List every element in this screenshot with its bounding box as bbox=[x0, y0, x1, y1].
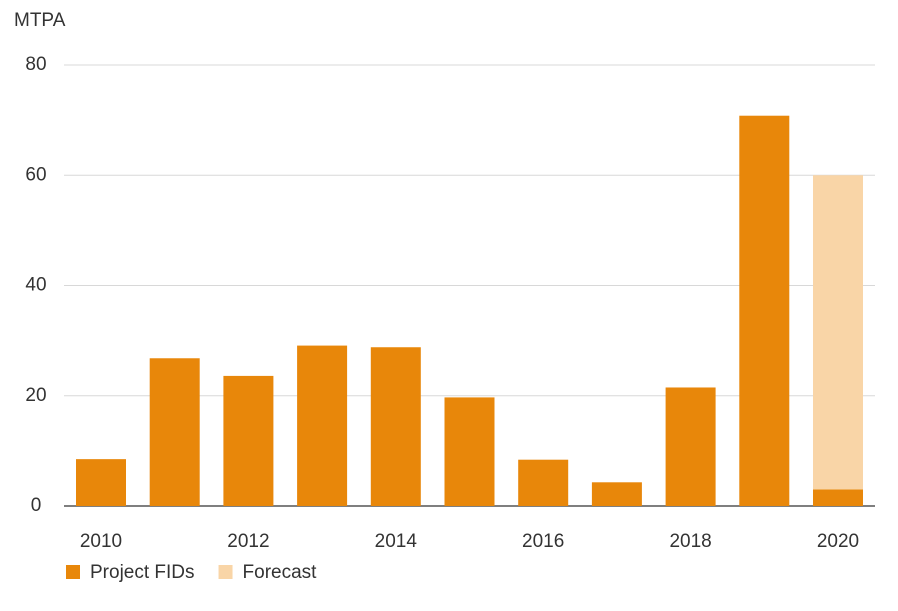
y-tick-label: 40 bbox=[25, 275, 46, 296]
x-tick-label: 2012 bbox=[227, 531, 269, 552]
bar bbox=[813, 175, 863, 490]
bar bbox=[665, 387, 716, 506]
bar bbox=[149, 358, 200, 506]
y-tick-label: 20 bbox=[25, 385, 46, 406]
bar bbox=[370, 347, 421, 506]
legend-label: Forecast bbox=[243, 562, 318, 583]
x-tick-label: 2016 bbox=[522, 531, 564, 552]
bar bbox=[76, 459, 126, 506]
bar bbox=[518, 459, 569, 506]
x-tick-label: 2020 bbox=[817, 531, 859, 552]
y-tick-label: 80 bbox=[25, 54, 46, 75]
x-tick-label: 2014 bbox=[375, 531, 418, 552]
y-axis-label: MTPA bbox=[14, 10, 66, 31]
bar bbox=[444, 397, 495, 506]
legend-swatch bbox=[218, 565, 233, 579]
bar bbox=[739, 115, 790, 506]
bar bbox=[813, 489, 863, 506]
legend-label: Project FIDs bbox=[90, 562, 195, 583]
legend-swatch bbox=[66, 565, 80, 579]
y-tick-label: 60 bbox=[25, 164, 46, 185]
bar bbox=[591, 482, 642, 506]
bar bbox=[297, 345, 348, 506]
bar bbox=[223, 375, 274, 506]
x-tick-label: 2010 bbox=[80, 531, 122, 552]
x-tick-label: 2018 bbox=[669, 531, 711, 552]
y-tick-label: 0 bbox=[31, 495, 42, 516]
